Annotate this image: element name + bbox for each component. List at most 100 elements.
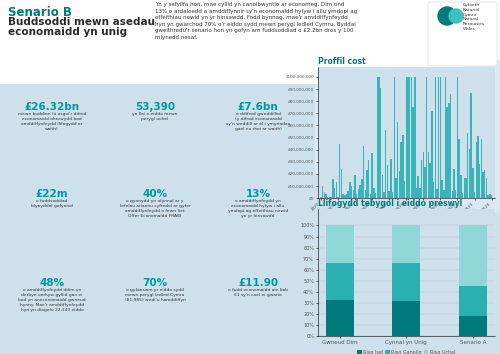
Bar	[468, 149, 470, 198]
Bar	[392, 192, 394, 198]
Bar	[436, 189, 438, 198]
Bar	[368, 160, 370, 198]
Bar	[387, 165, 388, 198]
Bar	[467, 133, 468, 198]
Bar	[326, 300, 353, 336]
Bar	[414, 77, 416, 198]
Bar	[474, 192, 475, 198]
Bar	[363, 146, 364, 198]
Bar	[438, 77, 440, 198]
Text: yn llai o eiddo mewn
perygl uchel: yn llai o eiddo mewn perygl uchel	[132, 112, 178, 121]
Bar	[370, 194, 371, 198]
Bar	[332, 179, 334, 198]
Text: £22m: £22m	[36, 189, 68, 199]
Bar	[459, 316, 487, 336]
Text: £7.6bn: £7.6bn	[238, 102, 279, 112]
Bar	[397, 122, 398, 198]
Bar	[351, 185, 352, 198]
Bar	[456, 77, 458, 198]
Bar	[352, 190, 354, 198]
Bar	[416, 188, 417, 198]
Bar	[334, 188, 336, 198]
Circle shape	[438, 7, 456, 25]
Bar	[392, 301, 420, 336]
Bar	[372, 153, 373, 198]
Bar	[342, 194, 344, 198]
Bar	[360, 184, 361, 198]
Bar	[380, 88, 382, 198]
Bar	[354, 175, 356, 198]
Bar	[378, 77, 380, 198]
Bar	[459, 286, 487, 316]
Bar	[454, 169, 455, 198]
Text: 48%: 48%	[40, 278, 64, 288]
Bar	[385, 130, 386, 198]
Bar	[442, 181, 443, 198]
Text: o ddifrod gweddilliol
(y difrod economaidd
sy'n weddill ar ôl i ymyriadau
gael e: o ddifrod gweddilliol (y difrod economai…	[226, 112, 290, 131]
Bar	[392, 225, 420, 263]
Bar	[326, 194, 327, 198]
Text: Yn y sefyllfa hon, mae cyllid yn canolbwyntio ar economeg. Dim ond
13% o ardaloe: Yn y sefyllfa hon, mae cyllid yn canolbw…	[155, 2, 357, 40]
Bar	[324, 192, 325, 198]
Bar	[407, 77, 408, 198]
Bar	[431, 111, 432, 198]
Bar	[434, 77, 436, 198]
Bar	[402, 135, 404, 198]
Bar	[430, 162, 431, 198]
Bar	[344, 195, 346, 198]
Bar	[460, 175, 462, 198]
Text: o amddiffynfeydd yn
economaidd hyfyw i allu
ymdopi ag effeithiau newid
yn yr hin: o amddiffynfeydd yn economaidd hyfyw i a…	[228, 199, 288, 218]
Bar	[446, 107, 448, 198]
Bar	[464, 178, 465, 198]
Bar	[349, 182, 350, 198]
Bar	[459, 225, 487, 286]
Text: £11.90: £11.90	[238, 278, 278, 288]
Bar	[364, 190, 366, 198]
Bar	[418, 177, 419, 198]
Bar	[398, 171, 400, 198]
Bar	[375, 193, 376, 198]
Bar	[462, 193, 464, 198]
Bar	[426, 77, 428, 198]
Bar	[470, 93, 472, 198]
Bar	[479, 164, 480, 198]
Bar	[458, 139, 460, 198]
Bar	[443, 190, 444, 198]
Bar	[448, 103, 450, 198]
Bar	[326, 263, 353, 300]
Bar	[373, 188, 374, 198]
Bar	[406, 77, 407, 198]
Bar	[410, 77, 412, 198]
Bar	[400, 142, 402, 198]
Bar	[366, 170, 368, 198]
Bar	[409, 77, 410, 198]
Bar	[477, 137, 478, 198]
Bar	[348, 191, 349, 198]
Bar	[320, 196, 322, 198]
FancyBboxPatch shape	[428, 2, 497, 66]
Text: £26.32bn: £26.32bn	[24, 102, 80, 112]
Bar	[327, 197, 328, 198]
Bar	[361, 179, 362, 198]
Text: economaidd yn unig: economaidd yn unig	[8, 27, 127, 37]
Bar	[480, 139, 482, 198]
Legend: Risg Isel, Risg Ganolig, Risg Uchel: Risg Isel, Risg Ganolig, Risg Uchel	[356, 348, 457, 354]
Text: 70%: 70%	[142, 278, 168, 288]
Bar	[322, 186, 324, 198]
Bar	[491, 195, 492, 198]
Bar	[384, 192, 385, 198]
Bar	[450, 94, 452, 198]
Bar	[424, 167, 426, 198]
Bar	[412, 107, 414, 198]
Bar	[339, 144, 340, 198]
Bar	[340, 169, 342, 198]
Text: Llifogydd tebygol i eiddo preswyl: Llifogydd tebygol i eiddo preswyl	[318, 199, 462, 208]
Bar	[392, 263, 420, 301]
Text: o fudd economaidd am bob
£1 sy'n cael ei gwario: o fudd economaidd am bob £1 sy'n cael ei…	[228, 288, 288, 297]
Text: 13%: 13%	[246, 189, 270, 199]
Bar	[488, 195, 489, 198]
Text: Buddsoddi mewn asedau: Buddsoddi mewn asedau	[8, 17, 155, 27]
Bar	[486, 178, 487, 198]
Text: o fuddsoddiad
blynyddol gofynnol: o fuddsoddiad blynyddol gofynnol	[31, 199, 73, 208]
Bar	[356, 194, 358, 198]
